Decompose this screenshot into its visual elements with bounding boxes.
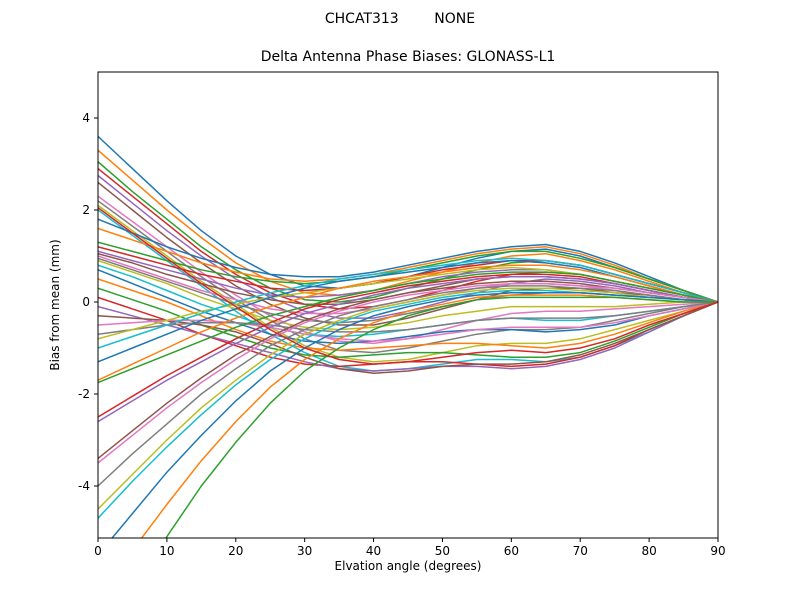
y-axis-label: Bias from mean (mm) [48,239,62,371]
series-line [98,301,718,375]
series-line [98,206,718,365]
series-line [165,296,718,538]
series-line [98,209,718,372]
plot-frame [97,71,719,539]
x-tick-label: 50 [435,544,450,558]
x-tick-label: 30 [297,544,312,558]
series-line [98,174,718,319]
x-tick-label: 20 [228,544,243,558]
series-line [98,218,718,303]
series-line [98,149,718,303]
series-line [98,271,718,384]
series-line [98,282,718,464]
series-line [98,285,718,487]
x-axis-label: Elvation angle (degrees) [334,559,482,573]
x-tick-label: 0 [94,544,102,558]
series-line [98,275,718,423]
series-line [98,301,718,372]
x-tick-label: 80 [641,544,656,558]
series-line [98,264,718,381]
series-line [98,301,718,335]
y-tick-label: 4 [82,111,90,125]
x-tick-label: 40 [366,544,381,558]
series-line [98,200,718,354]
series-line [98,204,718,363]
x-tick-label: 10 [159,544,174,558]
series-group [98,135,718,538]
chart-title: Delta Antenna Phase Biases: GLONASS-L1 [260,49,556,65]
x-tick-label: 60 [504,544,519,558]
series-line [98,287,718,510]
series-line [98,278,718,352]
y-tick-label: 0 [82,295,90,309]
y-tick-label: 2 [82,203,90,217]
x-tick-label: 90 [710,544,725,558]
series-line [98,259,718,331]
series-line [98,227,718,303]
figure-title: CHCAT313 NONE [324,11,476,27]
series-line [98,257,718,349]
x-tick-label: 70 [573,544,588,558]
y-tick-label: -4 [78,479,90,493]
series-line [111,292,718,538]
y-tick-label: -2 [78,387,90,401]
